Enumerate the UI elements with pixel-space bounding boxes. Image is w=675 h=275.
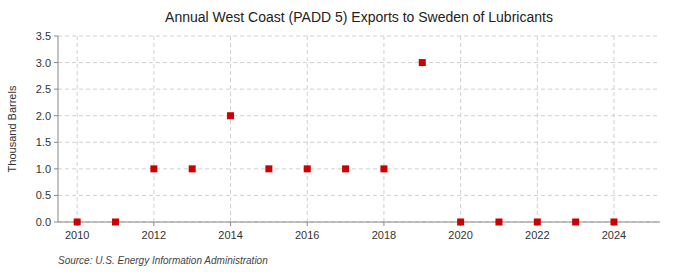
- tick-label: 2020: [448, 229, 472, 241]
- grid-line: [153, 36, 154, 222]
- tick: [54, 89, 58, 90]
- grid-line: [383, 36, 384, 222]
- point: [150, 165, 157, 172]
- grid-line: [307, 36, 308, 222]
- point: [534, 219, 541, 226]
- grid-line: [58, 168, 660, 169]
- tick-label: 3.0: [36, 57, 51, 69]
- grid-line: [58, 89, 660, 90]
- grid-line: [58, 222, 660, 223]
- tick: [54, 168, 58, 169]
- tick: [54, 195, 58, 196]
- tick-label: 2010: [65, 229, 89, 241]
- tick-label: 0.0: [36, 216, 51, 228]
- tick-label: 2018: [372, 229, 396, 241]
- point: [189, 165, 196, 172]
- tick-label: 2024: [602, 229, 626, 241]
- point: [112, 219, 119, 226]
- tick-label: 2016: [295, 229, 319, 241]
- tick: [307, 222, 308, 226]
- tick-label: 3.5: [36, 30, 51, 42]
- tick: [54, 62, 58, 63]
- grid-line: [58, 115, 660, 116]
- grid-line: [58, 62, 660, 63]
- tick-label: 0.5: [36, 189, 51, 201]
- axis-label: Thousand Barrels: [6, 85, 18, 172]
- point: [265, 165, 272, 172]
- grid: [58, 36, 660, 222]
- grid-line: [613, 36, 614, 222]
- point: [74, 219, 81, 226]
- background: [0, 0, 675, 275]
- point: [495, 219, 502, 226]
- tick: [54, 115, 58, 116]
- grid-line: [460, 36, 461, 222]
- title: Annual West Coast (PADD 5) Exports to Sw…: [165, 9, 553, 25]
- chart: Annual West Coast (PADD 5) Exports to Sw…: [0, 0, 675, 275]
- tick: [230, 222, 231, 226]
- point: [610, 219, 617, 226]
- point: [380, 165, 387, 172]
- point: [227, 112, 234, 119]
- marks: [74, 59, 618, 225]
- tick: [54, 36, 58, 37]
- annotation: Source: U.S. Energy Information Administ…: [58, 255, 268, 266]
- tick-label: 2022: [525, 229, 549, 241]
- grid-line: [58, 142, 660, 143]
- grid-line: [58, 195, 660, 196]
- tick: [383, 222, 384, 226]
- tick-label: 2012: [142, 229, 166, 241]
- tick: [54, 142, 58, 143]
- tick-label: 2.5: [36, 83, 51, 95]
- point: [457, 219, 464, 226]
- point: [572, 219, 579, 226]
- tick-label: 1.5: [36, 136, 51, 148]
- point: [342, 165, 349, 172]
- grid-line: [230, 36, 231, 222]
- point: [304, 165, 311, 172]
- grid-line: [58, 36, 660, 37]
- tick: [54, 222, 58, 223]
- point: [419, 59, 426, 66]
- grid-line: [77, 36, 78, 222]
- tick-label: 2014: [218, 229, 242, 241]
- y-axis: [58, 36, 59, 222]
- tick-label: 2.0: [36, 110, 51, 122]
- tick: [153, 222, 154, 226]
- tick-label: 1.0: [36, 163, 51, 175]
- grid-line: [537, 36, 538, 222]
- x-axis: [58, 222, 660, 223]
